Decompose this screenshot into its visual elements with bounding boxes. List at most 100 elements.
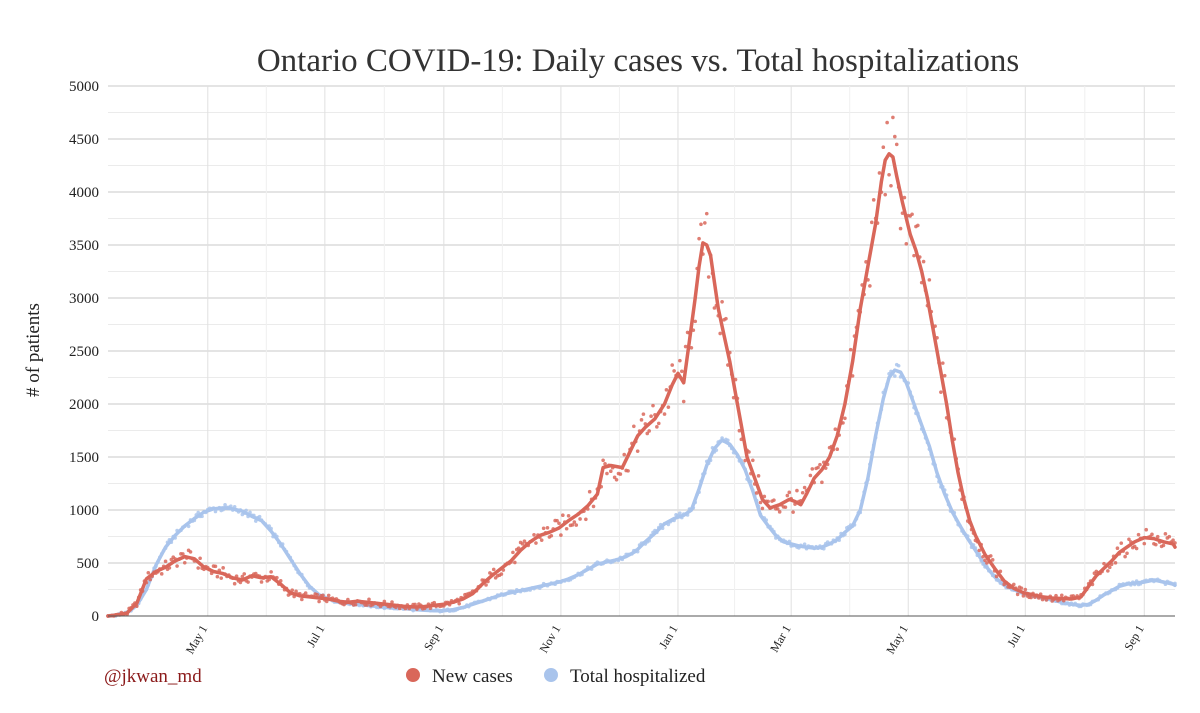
data-point: [240, 574, 245, 579]
x-tick-label: Sep 1: [421, 623, 447, 653]
data-point: [898, 226, 903, 231]
data-point: [666, 405, 671, 409]
data-point: [1102, 561, 1106, 566]
data-point: [881, 145, 886, 150]
y-tick-label: 4000: [69, 185, 99, 201]
data-point: [772, 498, 776, 502]
series-line: [106, 152, 1177, 618]
data-point: [622, 452, 627, 457]
legend-marker: [406, 668, 420, 682]
data-point: [570, 523, 575, 527]
data-point: [1136, 532, 1141, 537]
y-tick-label: 1000: [69, 503, 99, 519]
data-point: [390, 600, 394, 604]
data-point: [712, 306, 717, 310]
data-point: [833, 427, 838, 432]
data-point: [758, 500, 763, 505]
data-point: [574, 523, 579, 527]
data-point: [232, 581, 237, 586]
data-point: [777, 510, 782, 514]
data-point: [808, 473, 813, 478]
y-tick-label: 500: [77, 556, 100, 572]
x-tick-label: Jul 1: [1004, 623, 1028, 650]
data-point: [718, 331, 722, 336]
data-point: [1019, 586, 1024, 590]
data-point: [491, 567, 496, 572]
data-point: [927, 278, 932, 282]
x-tick-label: Nov 1: [537, 623, 564, 656]
data-point: [647, 429, 651, 433]
data-point: [159, 572, 164, 576]
data-point: [877, 171, 882, 175]
y-tick-label: 0: [92, 609, 100, 625]
data-point: [656, 421, 661, 426]
data-point: [662, 412, 667, 416]
data-point: [555, 518, 559, 523]
data-point: [163, 559, 168, 564]
data-point: [835, 447, 840, 451]
data-point: [549, 533, 554, 538]
y-tick-label: 5000: [69, 79, 99, 95]
data-point: [1154, 542, 1158, 547]
data-point: [511, 550, 515, 555]
legend-item[interactable]: New cases: [406, 666, 513, 687]
data-point: [1142, 541, 1147, 546]
data-point: [300, 597, 304, 602]
data-point: [242, 572, 247, 576]
data-point: [869, 220, 874, 225]
y-tick-label: 2000: [69, 397, 99, 413]
data-point: [353, 602, 358, 607]
data-point: [703, 221, 707, 225]
data-point: [689, 345, 694, 350]
series-new-cases: [106, 115, 1177, 618]
data-point: [522, 539, 527, 543]
data-point: [513, 560, 517, 565]
data-point: [269, 570, 273, 574]
data-point: [1127, 537, 1131, 542]
data-point: [587, 489, 592, 494]
data-point: [891, 115, 895, 120]
data-point: [188, 550, 193, 554]
data-point: [681, 399, 686, 404]
data-point: [988, 554, 993, 558]
data-point: [1171, 538, 1175, 543]
data-point: [704, 211, 709, 216]
data-point: [683, 344, 688, 349]
data-point: [883, 192, 888, 197]
data-point: [618, 472, 623, 476]
data-point: [990, 558, 995, 562]
data-point: [584, 517, 588, 522]
data-point: [649, 414, 653, 419]
data-point: [196, 566, 200, 570]
data-point: [916, 223, 920, 228]
data-point: [672, 369, 676, 373]
data-point: [181, 552, 185, 556]
data-point: [578, 517, 582, 521]
data-point: [787, 490, 792, 495]
data-point: [572, 520, 577, 524]
y-axis-ticks: 0 500 1000 1500 2000 2500 3000 3500 4000 4500 5000: [69, 79, 99, 625]
legend-label: New cases: [432, 666, 513, 687]
data-point: [223, 503, 227, 507]
data-point: [820, 480, 824, 485]
series-layer: [106, 115, 1177, 618]
data-point: [213, 509, 218, 514]
data-point: [737, 428, 742, 433]
data-point: [484, 583, 488, 587]
data-point: [215, 574, 220, 579]
data-point: [367, 597, 371, 602]
data-point: [756, 474, 761, 478]
data-point: [910, 212, 914, 217]
x-tick-label: May 1: [183, 623, 211, 657]
data-point: [743, 458, 747, 463]
legend-label: Total hospitalized: [570, 666, 706, 687]
legend[interactable]: New cases Total hospitalized: [406, 666, 706, 687]
data-point: [605, 471, 609, 476]
legend-item[interactable]: Total hospitalized: [544, 666, 706, 687]
x-axis-ticks: May 1 Jul 1 Sep 1 Nov 1 Jan 1 Mar 1 May 1 Jul 1…: [183, 623, 1147, 657]
data-point: [1144, 527, 1149, 532]
data-point: [1123, 554, 1127, 559]
data-point: [1107, 565, 1112, 570]
data-point: [747, 450, 751, 454]
